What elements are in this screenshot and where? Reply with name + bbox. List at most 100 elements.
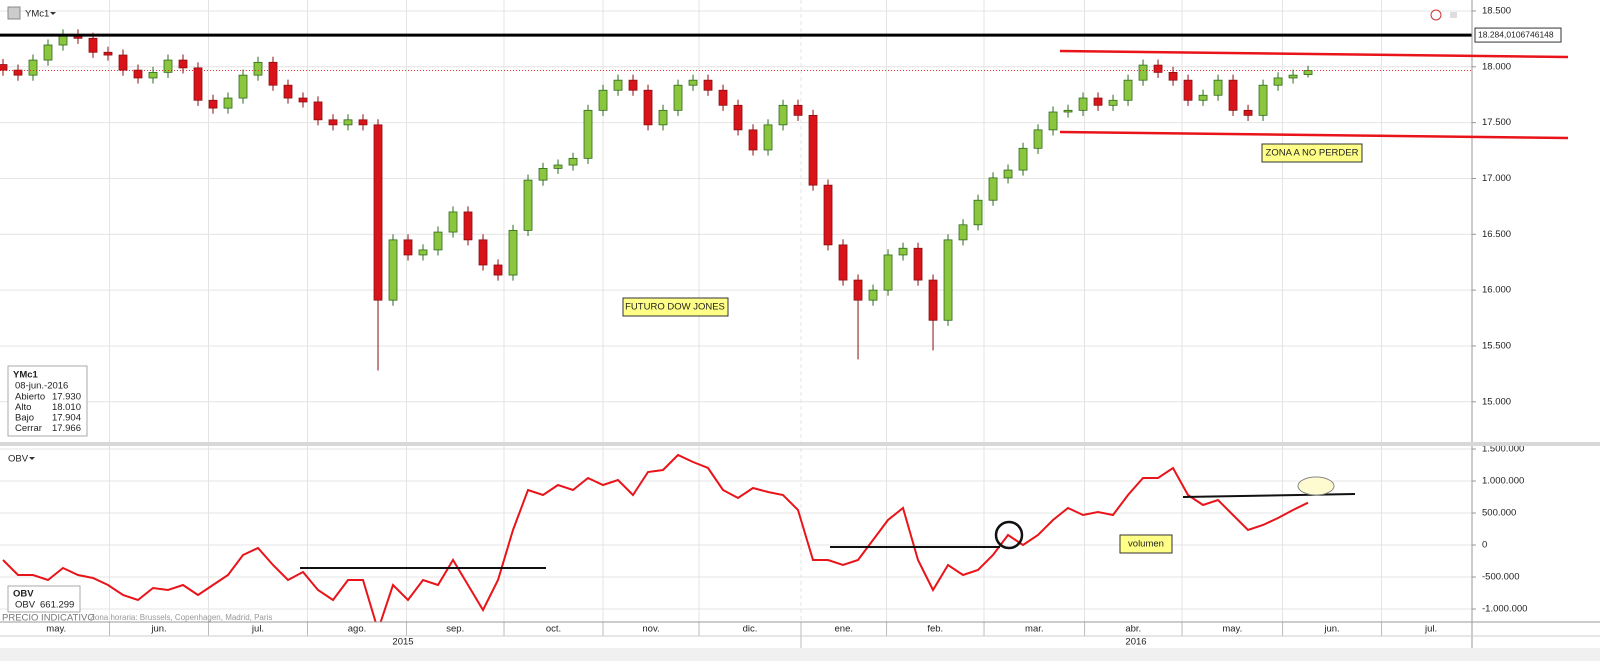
candle-body <box>1273 77 1283 86</box>
candle-body <box>778 104 788 126</box>
candle-body <box>163 59 173 73</box>
candle-body <box>973 199 983 226</box>
dropdown-arrow[interactable] <box>50 12 56 15</box>
indicator-name[interactable]: OBV <box>8 454 29 465</box>
candle-body <box>703 79 713 91</box>
candle-body <box>433 231 443 251</box>
symbol-icon[interactable] <box>7 6 21 20</box>
candle-body <box>193 67 203 101</box>
y-tick-label: 1.500.000 <box>1482 444 1524 455</box>
candle-body <box>268 61 278 86</box>
clock-icon[interactable] <box>1430 9 1442 21</box>
candle-body <box>508 229 518 276</box>
candle-body <box>118 54 128 71</box>
candle-body <box>103 51 113 56</box>
y-tick-label: 16.000 <box>1482 285 1511 296</box>
candle-body <box>1153 64 1163 73</box>
candle-body <box>403 239 413 256</box>
candle-body <box>928 279 938 321</box>
candle-body <box>688 79 698 86</box>
candle-body <box>238 74 248 99</box>
y-tick-label: 17.000 <box>1482 173 1511 184</box>
candle-body <box>313 101 323 121</box>
candle-body <box>133 69 143 79</box>
candle-body <box>298 97 308 103</box>
y-tick-label: 18.500 <box>1482 5 1511 16</box>
y-tick-label: 15.500 <box>1482 340 1511 351</box>
info-date: 08-jun.-2016 <box>15 381 68 392</box>
y-tick-label: -500.000 <box>1482 572 1520 583</box>
info-label: Alto <box>15 402 31 413</box>
candle-body <box>88 37 98 53</box>
panel-divider <box>0 442 1600 446</box>
annotation-box <box>622 297 729 317</box>
candle-body <box>568 157 578 166</box>
candle-body <box>1198 94 1208 101</box>
trend-line <box>1059 130 1569 140</box>
candle-body <box>1183 79 1193 101</box>
info-label: Abierto <box>15 392 45 403</box>
candle-body <box>208 99 218 109</box>
candle-body <box>988 177 998 201</box>
x-tick-label: dic. <box>743 624 758 635</box>
highlight-circle <box>994 520 1024 550</box>
footer-timezone: Zona horaria: Brussels, Copenhagen, Madr… <box>90 613 272 622</box>
candle-body <box>478 239 488 266</box>
candle-body <box>763 124 773 151</box>
info-value: 17.966 <box>52 423 81 434</box>
candle-body <box>628 79 638 91</box>
trend-line <box>1182 493 1356 498</box>
info-value: 17.904 <box>52 413 81 424</box>
candle-body <box>733 104 743 131</box>
candle-body <box>0 64 8 71</box>
candle-body <box>13 69 23 76</box>
x-tick-label: mar. <box>1025 624 1043 635</box>
legend-box <box>7 585 81 613</box>
y-tick-label: 17.500 <box>1482 117 1511 128</box>
candle-body <box>43 44 53 61</box>
x-tick-label: jun. <box>1323 624 1339 635</box>
x-tick-label: sep. <box>446 624 464 635</box>
footer-notice: PRECIO INDICATIVO <box>2 613 95 624</box>
y-tick-label: 15.000 <box>1482 396 1511 407</box>
symbol-name[interactable]: YMc1 <box>25 9 49 20</box>
x-tick-label: abr. <box>1125 624 1141 635</box>
trend-line <box>1059 49 1569 59</box>
candle-body <box>1138 64 1148 81</box>
info-value: 18.010 <box>52 402 81 413</box>
candle-body <box>808 114 818 186</box>
info-box <box>7 365 88 437</box>
candle-body <box>1063 109 1073 113</box>
candle-body <box>658 109 668 126</box>
x-tick-label: ago. <box>348 624 367 635</box>
candle-body <box>253 61 263 76</box>
candle-body <box>1033 129 1043 149</box>
annotation-box <box>1119 534 1173 554</box>
window-icon[interactable] <box>1450 12 1457 18</box>
candle-body <box>463 211 473 241</box>
candle-body <box>958 224 968 241</box>
candle-body <box>283 84 293 99</box>
candle-body <box>538 168 548 181</box>
candle-body <box>28 59 38 76</box>
candle-body <box>943 239 953 321</box>
x-tick-label: jul. <box>251 624 264 635</box>
legend-title: OBV <box>13 589 34 600</box>
y-tick-label: 1.000.000 <box>1482 476 1524 487</box>
y-tick-label: 16.500 <box>1482 229 1511 240</box>
candle-body <box>1243 109 1253 116</box>
candle-body <box>328 119 338 126</box>
candle-body <box>148 71 158 79</box>
candle-body <box>823 184 833 246</box>
candle-body <box>643 89 653 126</box>
candle-body <box>868 289 878 301</box>
candle-body <box>1168 71 1178 81</box>
x-tick-label: nov. <box>642 624 659 635</box>
candle-body <box>448 211 458 233</box>
y-tick-label: 18.000 <box>1482 61 1511 72</box>
candle-body <box>1018 147 1028 171</box>
x-tick-label: may. <box>1222 624 1242 635</box>
candle-body <box>1093 97 1103 106</box>
dropdown-arrow[interactable] <box>29 457 35 460</box>
